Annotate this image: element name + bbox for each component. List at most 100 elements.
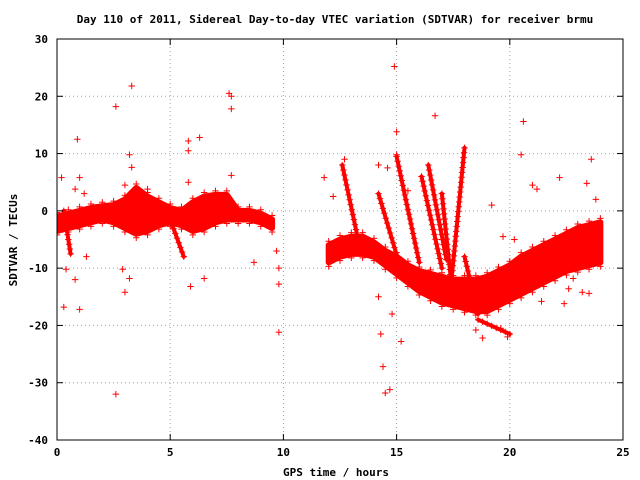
band-edge-point	[483, 311, 491, 319]
band-edge-point	[189, 195, 197, 202]
streak-point	[431, 196, 439, 204]
streak-point	[432, 235, 439, 243]
y-tick-label: -40	[28, 434, 48, 447]
dense-band	[57, 184, 276, 237]
streak-point	[465, 272, 473, 279]
data-point	[112, 390, 120, 398]
data-point	[438, 236, 446, 243]
streak-point	[404, 206, 412, 213]
streak-point	[388, 234, 395, 242]
streak-point	[461, 144, 468, 152]
streak-point	[470, 291, 477, 299]
streak-point	[198, 220, 206, 227]
streak-point	[437, 260, 445, 267]
band-edge-point	[99, 220, 106, 227]
streak-point	[200, 215, 208, 222]
streak-point	[344, 186, 351, 194]
band-edge-point	[597, 215, 604, 222]
band-edge-point	[87, 223, 95, 230]
streak-point	[62, 217, 69, 224]
band-edge-point	[450, 306, 457, 313]
streak-point	[376, 195, 384, 202]
data-point	[520, 118, 527, 125]
band-edge-point	[517, 249, 525, 256]
band-edge-point	[382, 243, 389, 251]
streak-point	[65, 236, 72, 243]
band-edge-point	[155, 195, 163, 202]
data-point	[393, 128, 400, 136]
band-edge-point	[268, 228, 276, 236]
streak-point	[419, 178, 426, 185]
data-point	[488, 201, 495, 209]
band-edge-point	[563, 271, 570, 279]
band-edge-point	[178, 203, 185, 211]
streak-point	[396, 167, 403, 175]
data-point	[592, 196, 600, 203]
data-point	[62, 266, 70, 273]
band-edge-point	[563, 226, 570, 233]
streak-point	[445, 251, 452, 258]
streak-point	[400, 186, 408, 194]
streak-point	[472, 301, 480, 308]
streak-point	[345, 191, 352, 199]
band-edge-point	[506, 300, 513, 307]
streak-point	[430, 226, 437, 233]
data-point	[187, 283, 194, 290]
data-point	[585, 290, 593, 297]
streak-point	[205, 205, 212, 213]
streak-point	[403, 201, 411, 208]
streak-point	[473, 305, 481, 313]
streak-point	[441, 220, 449, 228]
data-point	[560, 300, 568, 307]
data-point	[71, 185, 79, 193]
band-edge-point	[325, 238, 332, 245]
data-point	[228, 93, 235, 100]
streak-point	[429, 221, 436, 228]
streak-point	[426, 166, 433, 174]
streak-point	[395, 259, 403, 266]
streak-point	[424, 202, 432, 209]
streak-point	[353, 231, 361, 238]
data-point	[404, 187, 412, 195]
band-edge-point	[529, 243, 536, 251]
streak-point	[427, 216, 435, 224]
streak-point	[431, 231, 438, 238]
streak-point	[409, 230, 417, 237]
data-point	[386, 386, 394, 393]
data-point	[126, 151, 133, 158]
band-edge-point	[223, 220, 230, 227]
streak-point	[407, 220, 415, 228]
band-edge-point	[404, 283, 412, 290]
streak-point	[408, 225, 416, 232]
band-edge-point	[336, 232, 344, 239]
streak-point	[173, 234, 181, 242]
streak-point	[425, 161, 432, 169]
data-point	[393, 151, 400, 158]
streak-point	[170, 225, 177, 232]
y-tick-label: -30	[28, 377, 48, 390]
streak-point	[343, 181, 350, 189]
streak-point	[426, 211, 434, 219]
streak-point	[210, 196, 217, 203]
streak-point	[439, 195, 446, 202]
streak-point	[207, 200, 215, 208]
streak-point	[203, 210, 210, 217]
streak-point	[175, 239, 182, 246]
streak-point	[423, 197, 431, 204]
streak-point	[464, 267, 472, 275]
streak-point	[340, 166, 347, 174]
data-point	[583, 180, 590, 187]
band-edge-point	[370, 257, 378, 264]
data-point	[517, 151, 525, 158]
streak-point	[421, 187, 428, 195]
data-point	[511, 236, 518, 243]
streak-point	[420, 182, 427, 190]
streak-point	[488, 322, 495, 330]
streak-point	[347, 201, 354, 208]
streak-point	[442, 230, 450, 238]
streak-point	[180, 253, 187, 260]
streak-point	[196, 224, 203, 232]
data-point	[250, 259, 258, 266]
streak-point	[394, 158, 401, 165]
streak-point	[438, 190, 446, 197]
